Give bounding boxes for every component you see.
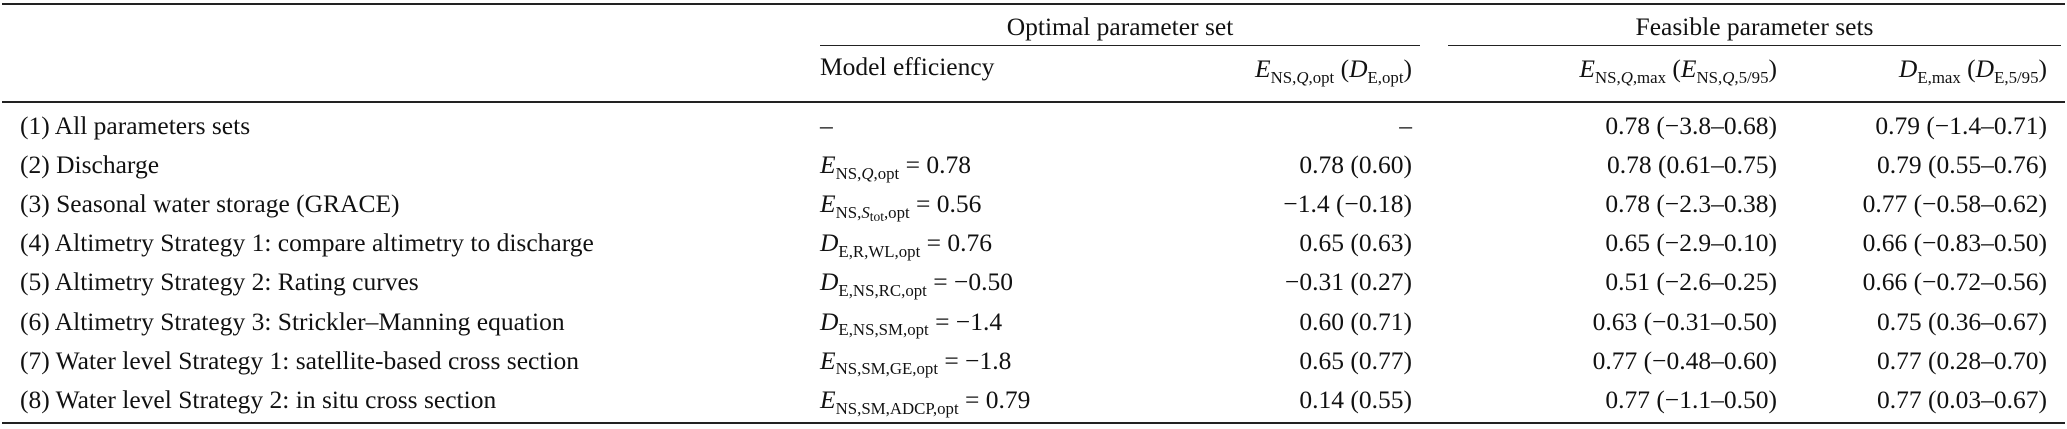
row-model-efficiency: ENS,SM,ADCP,opt = 0.79	[820, 384, 1031, 418]
row-ens-max-value: 0.78 (−3.8–0.68)	[1605, 111, 1777, 140]
header-group-optimal: Optimal parameter set	[1006, 12, 1234, 41]
table-bottom-rule	[2, 422, 2065, 424]
table-header-rule	[2, 101, 2065, 103]
row-optimal-value: 0.65 (0.77)	[1299, 345, 1412, 375]
row-model-efficiency: DE,NS,SM,opt = −1.4	[820, 306, 1003, 340]
row-model-efficiency: ENS,SM,GE,opt = −1.8	[820, 345, 1012, 379]
row-model-efficiency: ENS,Stot,opt = 0.56	[820, 189, 982, 225]
row-label: (8) Water level Strategy 2: in situ cros…	[20, 384, 497, 414]
row-de-max-value: 0.79 (−1.4–0.71)	[1875, 111, 2047, 140]
feasible-group-underline	[1448, 45, 2061, 47]
row-ens-max-value: 0.65 (−2.9–0.10)	[1605, 228, 1777, 258]
row-label: (6) Altimetry Strategy 3: Strickler–Mann…	[20, 306, 565, 336]
row-model-efficiency: –	[820, 111, 833, 140]
row-ens-max-value: 0.78 (0.61–0.75)	[1607, 150, 1777, 180]
header-model-efficiency: Model efficiency	[820, 52, 995, 81]
row-label: (7) Water level Strategy 1: satellite-ba…	[20, 345, 579, 375]
row-optimal-value: −1.4 (−0.18)	[1283, 189, 1412, 219]
optimal-group-underline	[820, 45, 1420, 47]
row-ens-max-value: 0.77 (−1.1–0.50)	[1605, 384, 1777, 414]
row-label: (3) Seasonal water storage (GRACE)	[20, 189, 400, 219]
row-optimal-value: 0.78 (0.60)	[1299, 150, 1412, 180]
row-label: (1) All parameters sets	[20, 111, 251, 140]
row-optimal-value: 0.60 (0.71)	[1299, 306, 1412, 336]
row-optimal-value: –	[1399, 111, 1412, 140]
row-model-efficiency: DE,R,WL,opt = 0.76	[820, 228, 993, 262]
row-model-efficiency: ENS,Q,opt = 0.78	[820, 150, 971, 183]
row-ens-max-value: 0.78 (−2.3–0.38)	[1605, 189, 1777, 219]
row-ens-max-value: 0.63 (−0.31–0.50)	[1592, 306, 1777, 336]
header-ens-opt: ENS,Q,opt (DE,opt)	[1255, 54, 1412, 87]
row-ens-max-value: 0.77 (−0.48–0.60)	[1592, 345, 1777, 375]
row-de-max-value: 0.66 (−0.83–0.50)	[1862, 228, 2047, 258]
row-de-max-value: 0.75 (0.36–0.67)	[1877, 306, 2047, 336]
header-de-max: DE,max (DE,5/95)	[1898, 54, 2047, 87]
row-de-max-value: 0.79 (0.55–0.76)	[1877, 150, 2047, 180]
row-de-max-value: 0.77 (0.03–0.67)	[1877, 384, 2047, 414]
header-ens-max: ENS,Q,max (ENS,Q,5/95)	[1579, 54, 1777, 87]
row-model-efficiency: DE,NS,RC,opt = −0.50	[820, 267, 1013, 301]
row-label: (4) Altimetry Strategy 1: compare altime…	[20, 228, 594, 258]
header-group-feasible: Feasible parameter sets	[1635, 12, 1874, 41]
row-optimal-value: 0.14 (0.55)	[1299, 384, 1412, 414]
table-top-rule	[2, 3, 2065, 5]
row-label: (5) Altimetry Strategy 2: Rating curves	[20, 267, 419, 297]
row-label: (2) Discharge	[20, 150, 160, 180]
row-de-max-value: 0.66 (−0.72–0.56)	[1862, 267, 2047, 297]
row-de-max-value: 0.77 (0.28–0.70)	[1877, 345, 2047, 375]
row-optimal-value: −0.31 (0.27)	[1285, 267, 1412, 297]
row-optimal-value: 0.65 (0.63)	[1299, 228, 1412, 258]
row-de-max-value: 0.77 (−0.58–0.62)	[1862, 189, 2047, 219]
row-ens-max-value: 0.51 (−2.6–0.25)	[1605, 267, 1777, 297]
